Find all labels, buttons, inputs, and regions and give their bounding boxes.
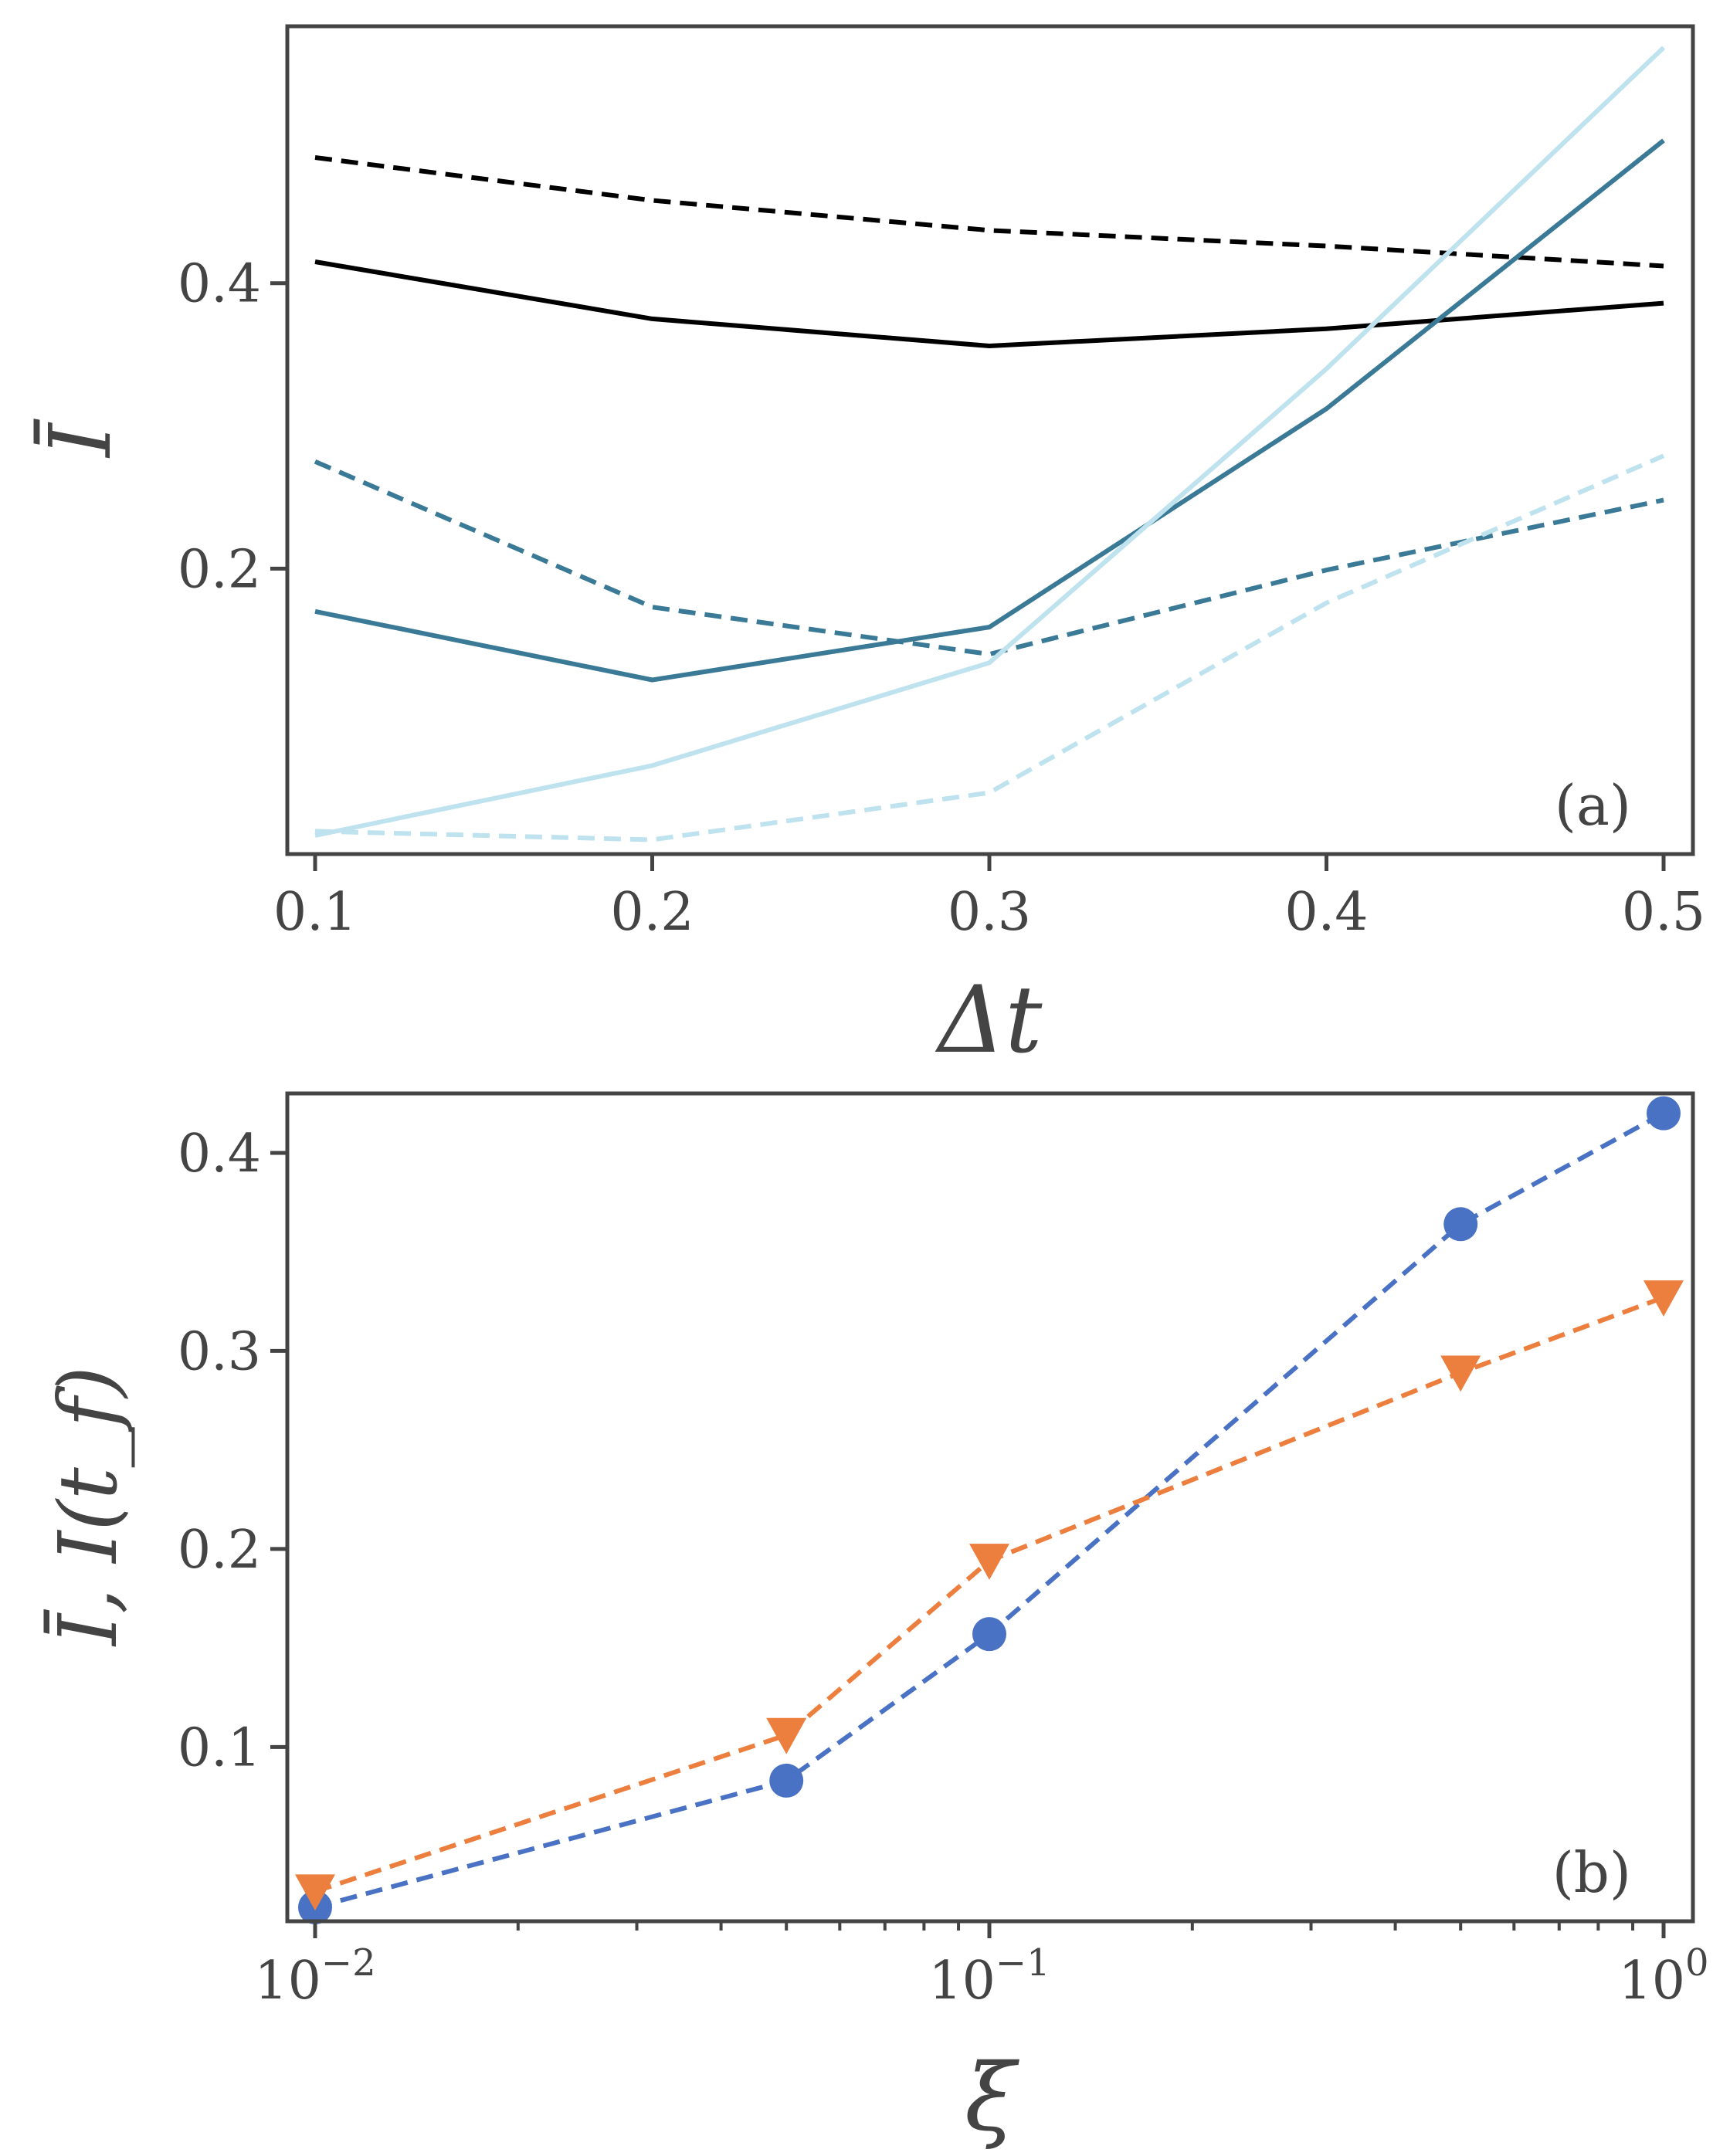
panel-a-y-axis-title: Ī: [31, 419, 130, 459]
panel-b-point-triangles: [295, 1874, 335, 1911]
panel-a-x-tick-label: 0.1: [273, 882, 357, 943]
panel-a-x-tick-label: 0.2: [610, 882, 694, 943]
panel-b-point-circles: [1443, 1207, 1478, 1242]
panel-b: 10−2 10−1 100 0.1 0.2 0.3 0.4 (b) ξ Ī, I(t_f): [41, 1091, 1709, 2152]
panel-a-series-teal-solid: [314, 138, 1665, 683]
panel-b-point-triangles: [1440, 1355, 1481, 1392]
panel-b-series: [295, 1096, 1684, 1925]
panel-b-point-triangles: [969, 1544, 1009, 1580]
panel-a-x-tick-label: 0.3: [948, 882, 1031, 943]
panel-b-x-tick-label: 10−2: [254, 1941, 375, 2012]
panel-b-x-tick-label: 100: [1618, 1941, 1708, 2012]
panel-a-series: [314, 46, 1666, 842]
panel-a-x-tick-label: 0.5: [1622, 882, 1705, 943]
panel-a-x-axis-title: Δt: [935, 967, 1043, 1074]
panel-a: 0.1 0.2 0.3 0.4 0.5 0.2 0.4 (a) Δt Ī: [31, 24, 1705, 1074]
panel-b-label: (b): [1552, 1840, 1631, 1905]
panel-b-point-triangles: [766, 1717, 807, 1754]
panel-b-y-tick-label: 0.1: [178, 1717, 261, 1778]
panel-a-series-lightblue-solid: [314, 46, 1666, 838]
panel-a-y-tick-label: 0.2: [178, 539, 261, 600]
panel-b-point-circles: [972, 1617, 1006, 1652]
panel-b-point-circles: [1647, 1096, 1681, 1131]
panel-a-x-tick-label: 0.4: [1284, 882, 1368, 943]
panel-b-x-tick-label: 10−1: [928, 1941, 1050, 2012]
panel-a-x-ticks: 0.1 0.2 0.3 0.4 0.5: [273, 854, 1705, 943]
panel-a-series-black-dashed: [314, 155, 1664, 269]
panel-a-y-ticks: 0.2 0.4: [178, 254, 287, 600]
panel-b-frame: [285, 1091, 1695, 1924]
panel-b-point-triangles: [1644, 1280, 1684, 1317]
panel-b-x-ticks: 10−2 10−1 100: [254, 1921, 1709, 2012]
panel-a-frame: [285, 24, 1695, 856]
panel-a-label: (a): [1555, 773, 1631, 838]
panel-b-y-axis-title: Ī, I(t_f): [41, 1366, 135, 1647]
panel-a-y-tick-label: 0.4: [178, 254, 261, 315]
panel-b-y-tick-label: 0.4: [178, 1124, 261, 1185]
panel-a-series-teal-dashed: [314, 459, 1664, 657]
panel-b-x-axis-title: ξ: [965, 2045, 1019, 2152]
panel-b-y-tick-label: 0.2: [178, 1520, 261, 1581]
panel-a-series-lightblue-dashed: [314, 453, 1665, 842]
panel-b-y-tick-label: 0.3: [178, 1321, 261, 1382]
panel-b-point-circles: [769, 1763, 804, 1798]
panel-b-y-ticks: 0.1 0.2 0.3 0.4: [178, 1124, 287, 1778]
